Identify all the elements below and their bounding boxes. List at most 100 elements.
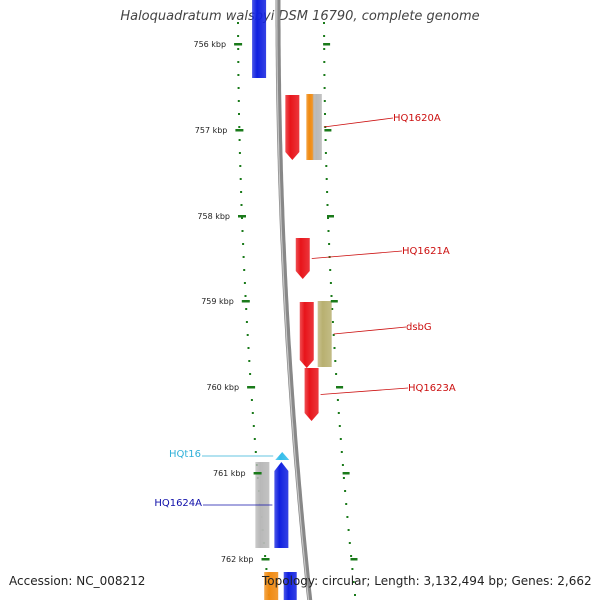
- ruler-tick-right: [327, 215, 334, 218]
- ruler-tick-left: [234, 43, 243, 46]
- ruler-dot: [340, 451, 343, 453]
- ruler-dot: [345, 503, 348, 505]
- ruler-dot: [237, 35, 240, 37]
- ruler-tick-right: [323, 43, 331, 46]
- ruler-label: 761 kbp: [213, 469, 246, 478]
- gene-feature: [317, 301, 332, 367]
- ruler-tick-left: [238, 215, 246, 218]
- ruler-tick-left: [253, 472, 262, 475]
- ruler-label: 758 kbp: [197, 212, 230, 221]
- ruler-dot: [352, 581, 355, 583]
- gene-label: HQt16: [169, 449, 201, 460]
- ruler-dot: [328, 243, 331, 245]
- ruler-dot: [327, 230, 330, 232]
- ruler-dot: [246, 334, 249, 336]
- ruler-dot: [248, 360, 251, 362]
- ruler-dot: [324, 139, 327, 141]
- ruler-dot: [323, 100, 326, 102]
- ruler-dot: [341, 464, 344, 466]
- ruler-dot: [240, 191, 243, 193]
- ruler-dot: [245, 321, 248, 323]
- gene-feature: [285, 95, 300, 160]
- ruler-dot: [333, 347, 336, 349]
- ruler-dot: [238, 126, 241, 128]
- ruler-tick-left: [235, 129, 244, 132]
- ruler-dot: [334, 360, 337, 362]
- ruler-dot: [250, 399, 253, 401]
- ruler-dot: [332, 334, 335, 336]
- gene-label: dsbG: [406, 322, 432, 333]
- ruler-dot: [240, 204, 243, 206]
- ruler-dot: [338, 425, 341, 427]
- ruler-dot: [326, 191, 329, 193]
- ruler-dot: [323, 48, 326, 50]
- gene-label-connector: [320, 387, 409, 395]
- ruler-dot: [242, 243, 245, 245]
- ruler-dot: [252, 425, 255, 427]
- ruler-dot: [331, 308, 334, 310]
- ruler-dot: [350, 555, 353, 557]
- ruler-dot: [324, 152, 327, 154]
- ruler-dot: [238, 113, 240, 115]
- ruler-dot: [335, 373, 338, 375]
- ruler-dot: [326, 204, 329, 206]
- genome-summary-text: Topology: circular; Length: 3,132,494 bp…: [262, 574, 592, 588]
- gene-feature: [312, 94, 322, 160]
- ruler-dot: [344, 490, 347, 492]
- gene-label-connector: [333, 326, 407, 335]
- gene-feature: [304, 368, 319, 421]
- ruler-dot: [339, 438, 342, 440]
- gene-feature: [306, 94, 315, 160]
- gene-feature: [275, 452, 290, 460]
- ruler-dot: [323, 74, 326, 76]
- ruler-dot: [264, 555, 267, 557]
- gene-features: [252, 0, 332, 600]
- ruler-dot: [237, 100, 240, 102]
- ruler-label: 760 kbp: [206, 383, 239, 392]
- ruler-dot: [323, 22, 325, 24]
- ruler-dot: [238, 139, 241, 141]
- ruler-dot: [238, 152, 241, 154]
- ruler-dot: [251, 412, 254, 414]
- ruler-dot: [237, 22, 239, 24]
- gene-label: HQ1620A: [393, 113, 441, 124]
- ruler-dot: [241, 230, 244, 232]
- ruler-dot: [245, 308, 248, 310]
- ruler-dot: [346, 516, 349, 518]
- ruler-dot: [237, 74, 240, 76]
- ruler-dot: [239, 178, 242, 180]
- gene-feature: [252, 0, 267, 78]
- ruler-dot: [351, 568, 354, 570]
- ruler-dot: [325, 178, 328, 180]
- ruler-dot: [337, 412, 340, 414]
- gene-label-connector: [311, 250, 403, 259]
- ruler-label: 759 kbp: [201, 297, 234, 306]
- gene-feature: [264, 572, 279, 600]
- ruler-dot: [237, 61, 240, 63]
- gene-feature: [299, 302, 314, 368]
- backbone-highlight: [276, 0, 310, 600]
- ruler-tick-right: [324, 129, 332, 132]
- ruler-dot: [247, 347, 250, 349]
- ruler-tick-left: [247, 386, 256, 389]
- ruler-tick-right: [342, 472, 350, 475]
- gene-label: HQ1624A: [154, 498, 202, 509]
- ruler-tick-left: [241, 300, 250, 303]
- ruler-label: 757 kbp: [195, 126, 228, 135]
- ruler-tick-right: [336, 386, 344, 389]
- ruler-dot: [265, 568, 268, 570]
- ruler-label: 762 kbp: [221, 555, 254, 564]
- genome-title: Haloquadratum walsbyi DSM 16790, complet…: [120, 9, 480, 24]
- ruler-dot: [342, 477, 345, 479]
- ruler-dot: [253, 438, 256, 440]
- ruler-dot: [244, 295, 247, 297]
- ruler-dot: [347, 529, 350, 531]
- ruler-dot: [329, 282, 332, 284]
- ruler-dot: [323, 61, 326, 63]
- ruler-label: 756 kbp: [193, 40, 226, 49]
- ruler-dot: [336, 399, 339, 401]
- ruler-dot: [237, 48, 240, 50]
- gene-feature: [274, 462, 289, 548]
- ruler-dot: [242, 256, 245, 258]
